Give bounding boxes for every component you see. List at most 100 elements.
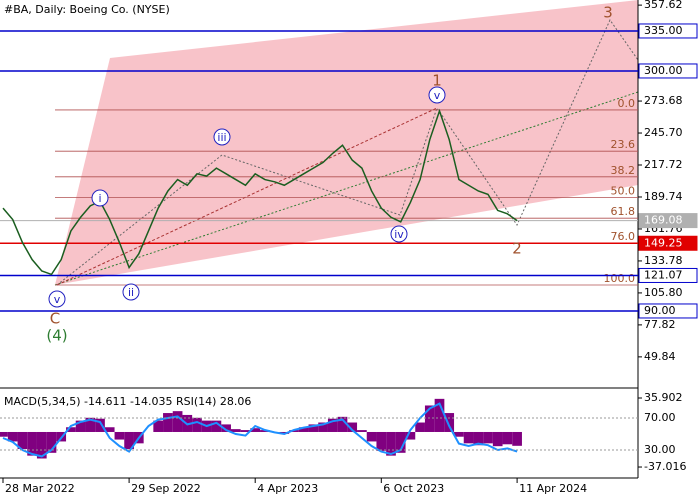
macd-bar bbox=[46, 431, 57, 453]
y-tick-label: 273.68 bbox=[644, 94, 683, 107]
y-tick-label: 49.84 bbox=[644, 350, 676, 363]
macd-bar bbox=[75, 420, 86, 432]
macd-bar bbox=[0, 431, 8, 437]
wave-label: 2 bbox=[512, 240, 522, 258]
wave-circle bbox=[122, 283, 140, 301]
level-label: 149.25 bbox=[644, 236, 683, 249]
wave-label: ii bbox=[128, 286, 134, 299]
macd-bar bbox=[95, 418, 105, 432]
macd-bar bbox=[250, 428, 261, 432]
level-box bbox=[638, 267, 698, 283]
macd-bar bbox=[211, 420, 222, 432]
macd-bar bbox=[347, 422, 358, 432]
wave-label: iv bbox=[394, 228, 404, 241]
macd-bar bbox=[386, 431, 396, 456]
macd-bar bbox=[424, 405, 435, 432]
macd-bar bbox=[415, 422, 425, 432]
macd-bar bbox=[395, 431, 406, 453]
macd-bar bbox=[502, 431, 513, 445]
macd-bar bbox=[473, 431, 484, 446]
x-tick-label: 4 Apr 2023 bbox=[257, 482, 318, 495]
macd-bar bbox=[463, 431, 474, 444]
fib-label: 76.0 bbox=[611, 230, 636, 243]
x-tick-label: 6 Oct 2023 bbox=[383, 482, 444, 495]
wave-label: (4) bbox=[46, 327, 67, 345]
fib-label: 23.6 bbox=[611, 138, 636, 151]
wave-label: 1 bbox=[432, 72, 442, 90]
y-tick-label: 357.62 bbox=[644, 0, 683, 11]
y-tick-label: 245.70 bbox=[644, 126, 683, 139]
macd-bar bbox=[17, 431, 28, 450]
level-label: 90.00 bbox=[644, 304, 676, 317]
y-tick-label: 30.00 bbox=[644, 443, 676, 456]
macd-bar bbox=[153, 420, 164, 432]
y-tick-label: 217.72 bbox=[644, 158, 683, 171]
chart-title: #BA, Daily: Boeing Co. (NYSE) bbox=[4, 3, 170, 16]
level-label: 169.08 bbox=[644, 214, 683, 227]
macd-bar bbox=[36, 431, 47, 459]
level-label: 300.00 bbox=[644, 64, 683, 77]
macd-bar bbox=[66, 427, 76, 432]
wave-label: v bbox=[54, 293, 61, 306]
macd-bar bbox=[308, 424, 319, 432]
macd-bar bbox=[337, 416, 348, 432]
wave-path bbox=[56, 18, 639, 286]
macd-bar bbox=[124, 431, 134, 450]
level-box bbox=[638, 63, 698, 79]
price-line bbox=[2, 108, 518, 276]
level-label: 121.07 bbox=[644, 268, 683, 281]
level-box bbox=[638, 23, 698, 39]
wave-circle bbox=[428, 86, 446, 104]
macd-bar bbox=[492, 431, 503, 447]
y-tick-label: 189.74 bbox=[644, 190, 683, 203]
wave-circle bbox=[91, 189, 109, 207]
wave-label: v bbox=[434, 89, 441, 102]
macd-bar bbox=[240, 430, 251, 432]
y-tick-label: 35.902 bbox=[644, 391, 683, 404]
rsi-line bbox=[2, 402, 518, 458]
macd-bar bbox=[483, 431, 493, 444]
macd-bar bbox=[230, 429, 241, 432]
level-box bbox=[638, 235, 698, 251]
y-tick-label: 133.78 bbox=[644, 254, 683, 267]
macd-bar bbox=[260, 430, 270, 432]
macd-bar bbox=[163, 413, 173, 432]
wave-label: iii bbox=[217, 131, 226, 144]
macd-bar bbox=[114, 431, 125, 440]
macd-bar bbox=[298, 427, 309, 432]
fib-label: 50.0 bbox=[611, 184, 636, 197]
macd-bar bbox=[357, 430, 367, 432]
fib-label: 100.0 bbox=[604, 272, 636, 285]
fib-label: 0.0 bbox=[618, 97, 636, 110]
wave-circle bbox=[213, 128, 231, 146]
wave-label: 3 bbox=[603, 4, 613, 22]
y-tick-label: -37.016 bbox=[644, 460, 686, 473]
y-tick-label: 70.00 bbox=[644, 411, 676, 424]
x-tick-label: 29 Sep 2022 bbox=[131, 482, 201, 495]
macd-bar bbox=[192, 417, 202, 432]
macd-bar bbox=[376, 431, 387, 451]
macd-bar bbox=[318, 422, 328, 432]
macd-bar bbox=[454, 431, 464, 437]
y-tick-label: 77.82 bbox=[644, 318, 676, 331]
macd-bar bbox=[27, 431, 37, 456]
macd-bar bbox=[104, 427, 115, 432]
macd-bar bbox=[434, 398, 445, 432]
fib-label: 38.2 bbox=[611, 164, 636, 177]
macd-bar bbox=[172, 411, 183, 432]
y-tick-label: 105.80 bbox=[644, 286, 683, 299]
macd-bar bbox=[512, 431, 522, 446]
wave-circle bbox=[48, 290, 66, 308]
macd-bar bbox=[85, 417, 96, 432]
macd-bar bbox=[327, 418, 338, 432]
wave-label: i bbox=[98, 192, 101, 205]
wave-label: C bbox=[50, 310, 60, 328]
x-tick-label: 11 Apr 2024 bbox=[519, 482, 587, 495]
indicator-title: MACD(5,34,5) -14.611 -14.035 RSI(14) 28.… bbox=[4, 395, 251, 408]
macd-bar bbox=[444, 413, 455, 432]
fib-label: 61.8 bbox=[611, 205, 636, 218]
level-box bbox=[638, 213, 698, 229]
macd-bar bbox=[405, 431, 416, 440]
macd-bar bbox=[366, 431, 377, 442]
